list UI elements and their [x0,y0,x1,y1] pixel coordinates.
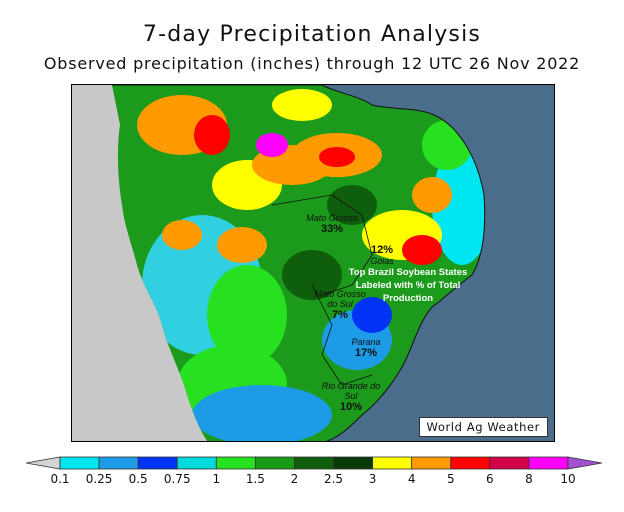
legend-label: 0.1 [50,472,70,486]
legend-swatch [372,456,413,470]
legend-label: 0.5 [128,472,148,486]
state-label-mato-grosso-do-sul: Mato Grosso do Sul 7% [314,289,366,321]
credit-box: World Ag Weather [418,417,548,437]
map-title: 7-day Precipitation Analysis [142,22,482,47]
legend-swatch [215,456,256,470]
legend-swatch [333,456,374,470]
state-borders [271,194,373,296]
legend-label: 10 [560,472,576,486]
legend-arrow-left [26,456,61,470]
legend-label: 4 [407,472,416,486]
state-label-mato-grosso: Mato Grosso 33% [306,213,358,235]
state-label-goias: 12% Goias [370,244,394,266]
legend-arrow-right [567,456,602,470]
color-legend [26,456,602,470]
legend-label: 2.5 [323,472,344,486]
legend-label: 1 [212,472,221,486]
legend-label: 2 [290,472,299,486]
legend-swatch [98,456,139,470]
legend-label: 6 [486,472,494,486]
coastline [112,85,486,441]
legend-label: 0.25 [85,472,113,486]
legend-swatch [411,456,452,470]
precipitation-map: Mato Grosso 33% 12% Goias Mato Grosso do S… [71,84,555,442]
state-label-parana: Parana 17% [351,337,381,359]
legend-swatch [450,456,491,470]
legend-swatch [176,456,217,470]
map-subtitle: Observed precipitation (inches) through … [43,54,581,73]
legend-swatch [59,456,100,470]
legend-label: 8 [525,472,533,486]
legend-label: 0.75 [163,472,191,486]
map-svg [72,85,554,441]
legend-swatch [528,456,569,470]
state-borders-south [311,284,373,386]
state-label-rio-grande-do-sul: Rio Grande do Sul 10% [321,381,381,413]
map-note: Top Brazil Soybean States Labeled with %… [348,267,468,304]
legend-swatch [137,456,178,470]
legend-label: 5 [446,472,455,486]
legend-swatch [254,456,295,470]
legend-label: 3 [368,472,377,486]
legend-swatch [294,456,334,470]
legend-swatch [489,456,530,470]
legend-label: 1.5 [245,472,265,486]
